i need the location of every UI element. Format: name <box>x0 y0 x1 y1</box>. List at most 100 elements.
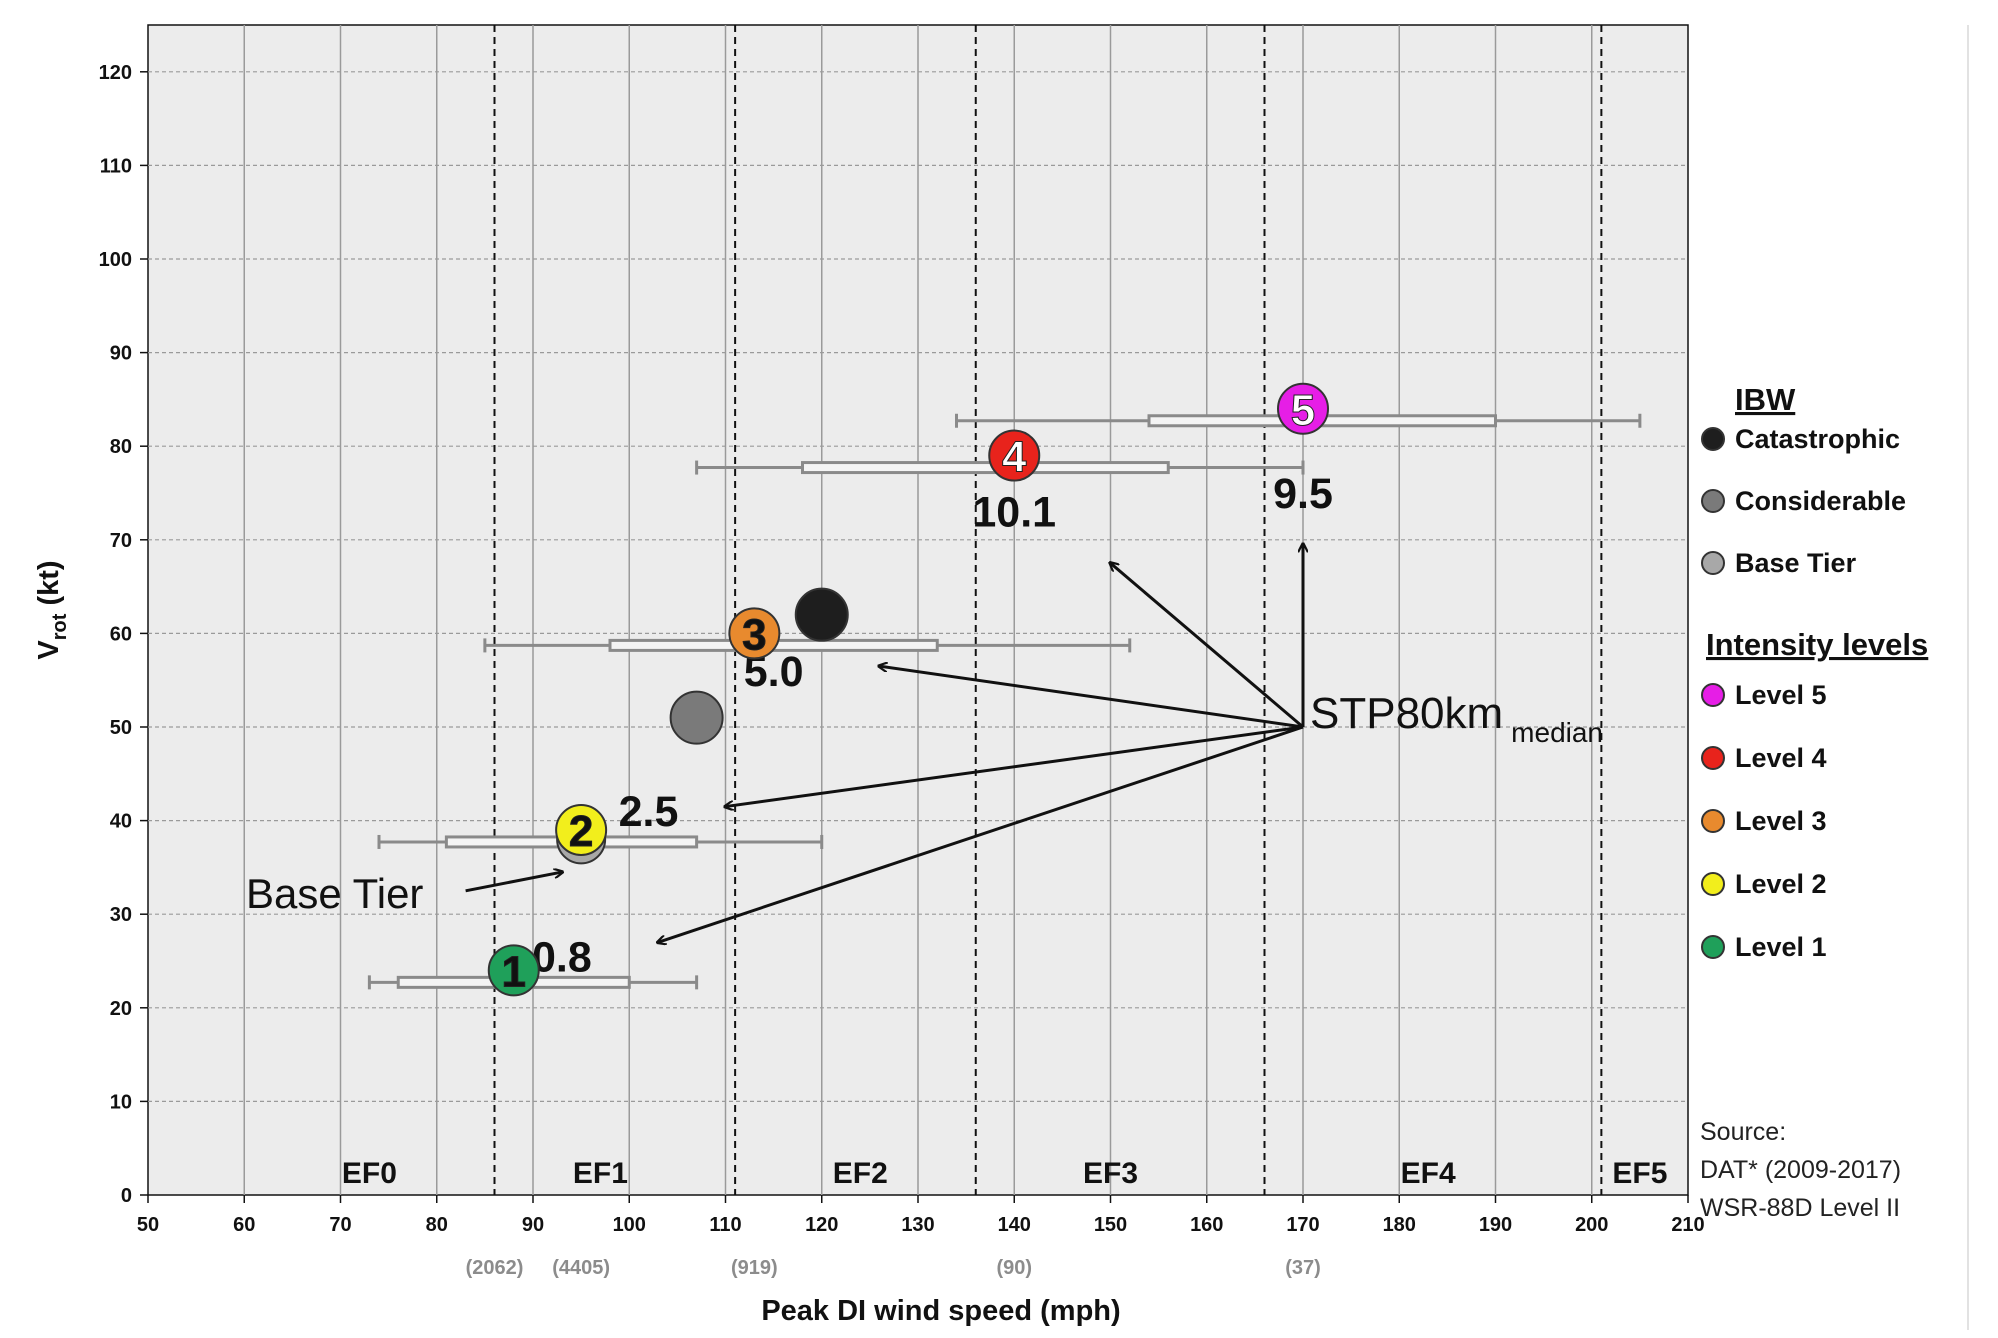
x-tick-label: 150 <box>1094 1214 1127 1236</box>
y-tick-label: 0 <box>121 1185 132 1207</box>
x-tick-label: 200 <box>1575 1214 1608 1236</box>
legend-ibw-marker <box>1701 427 1725 451</box>
legend-ibw-label: Considerable <box>1735 486 1906 516</box>
x-tick-label: 110 <box>709 1214 741 1236</box>
axis-ticks: 50 60 70 80 90 100 110 120 130 140 150 160 170 180 190… <box>99 62 1705 1236</box>
stp-arrows: 0.82.55.010.1 9.5 <box>465 470 1333 981</box>
source-line-1: Source: <box>1700 1118 1786 1146</box>
y-tick-label: 90 <box>110 343 132 365</box>
sample-size-label: (4405) <box>552 1257 610 1279</box>
intensity-level-number: 5 <box>1291 386 1315 435</box>
y-tick-label: 50 <box>110 717 132 739</box>
y-axis-label-sub: rot <box>49 613 71 640</box>
stp-value-label: 10.1 <box>972 489 1056 537</box>
sample-size-label: (919) <box>731 1257 778 1279</box>
y-tick-label: 110 <box>100 155 132 177</box>
y-axis-label-unit: (kt) <box>33 560 65 613</box>
sample-sizes: (2062) (4405) (919) (90) (37) <box>466 1257 1321 1279</box>
stp-arrow <box>1111 563 1304 729</box>
legend-level-marker <box>1701 872 1725 896</box>
y-tick-label: 70 <box>110 530 132 552</box>
iqr-box <box>801 461 1170 475</box>
ibw-point <box>794 587 849 642</box>
legend-level-marker <box>1701 935 1725 959</box>
y-tick-label: 100 <box>99 249 132 271</box>
stp-value-label: 2.5 <box>619 788 679 836</box>
y-tick-label: 30 <box>110 904 132 926</box>
data-points: 1 2 3 4 5 <box>487 382 1329 997</box>
legend: IBW Catastrophic Considerable Base Tier In… <box>1701 382 1928 962</box>
x-tick-label: 130 <box>901 1214 934 1236</box>
x-tick-label: 120 <box>805 1214 838 1236</box>
legend-ibw-marker <box>1701 489 1725 513</box>
stp-label: STP80km median <box>1310 689 1603 748</box>
ef-label: EF1 <box>573 1157 628 1190</box>
stp-value-label: 0.8 <box>532 933 592 981</box>
intensity-level-point <box>1277 382 1329 435</box>
x-tick-label: 160 <box>1190 1214 1223 1236</box>
stp-arrow <box>726 725 1304 807</box>
source-note: Source: DAT* (2009-2017) WSR-88D Level I… <box>1700 1118 1901 1222</box>
x-tick-label: 90 <box>522 1214 544 1236</box>
y-tick-label: 10 <box>110 1091 132 1113</box>
legend-ibw-items: Catastrophic Considerable Base Tier <box>1701 424 1906 578</box>
x-tick-label: 60 <box>233 1214 255 1236</box>
intensity-level-number: 1 <box>502 947 526 996</box>
intensity-level-number: 2 <box>569 807 593 856</box>
sample-size-label: (90) <box>996 1257 1032 1279</box>
source-line-2: DAT* (2009-2017) <box>1700 1156 1901 1184</box>
x-tick-label: 70 <box>329 1214 351 1236</box>
legend-levels-title: Intensity levels <box>1706 627 1928 662</box>
y-tick-label: 60 <box>110 623 132 645</box>
legend-ibw-marker <box>1701 551 1725 575</box>
intensity-level-number: 3 <box>742 610 766 659</box>
stp-arrow <box>658 725 1304 942</box>
ef-label: EF3 <box>1083 1157 1138 1190</box>
sample-size-label: (37) <box>1285 1257 1321 1279</box>
stp-label-sub: median <box>1511 717 1603 748</box>
x-axis-label: Peak DI wind speed (mph) <box>761 1295 1120 1327</box>
ef-label: EF0 <box>342 1157 397 1190</box>
x-tick-label: 80 <box>426 1214 448 1236</box>
ef-label: EF4 <box>1401 1157 1456 1190</box>
legend-level-label: Level 2 <box>1735 869 1827 899</box>
intensity-level-point <box>988 429 1041 482</box>
legend-ibw-title: IBW <box>1735 382 1796 417</box>
y-tick-label: 20 <box>110 998 132 1020</box>
base-tier-arrow <box>465 872 562 893</box>
y-axis-label: Vrot (kt) <box>33 560 71 659</box>
y-tick-label: 80 <box>110 436 132 458</box>
x-tick-label: 140 <box>998 1214 1031 1236</box>
legend-level-label: Level 1 <box>1735 932 1827 962</box>
grid <box>148 25 1688 1195</box>
legend-level-label: Level 5 <box>1735 680 1827 710</box>
ef-label: EF2 <box>833 1157 888 1190</box>
x-tick-label: 210 <box>1671 1214 1704 1236</box>
y-tick-label: 120 <box>99 62 132 84</box>
y-axis-label-main: V <box>33 640 65 660</box>
ef-labels: EF0 EF1 EF2 EF3 EF4 EF5 <box>342 1157 1668 1190</box>
x-tick-label: 180 <box>1383 1214 1416 1236</box>
x-tick-label: 100 <box>613 1214 646 1236</box>
y-tick-label: 40 <box>110 811 132 833</box>
intensity-level-point <box>487 944 540 997</box>
legend-level-marker <box>1701 746 1725 770</box>
sample-size-label: (2062) <box>466 1257 524 1279</box>
legend-ibw-label: Base Tier <box>1735 548 1857 578</box>
stp-value-label: 9.5 <box>1273 470 1333 518</box>
stp-label-main: STP80km <box>1310 689 1503 738</box>
x-tick-label: 190 <box>1479 1214 1512 1236</box>
source-line-3: WSR-88D Level II <box>1700 1194 1900 1222</box>
intensity-level-point <box>555 803 608 856</box>
ef-label: EF5 <box>1612 1157 1667 1190</box>
intensity-level-point <box>728 607 781 660</box>
legend-level-label: Level 4 <box>1735 743 1827 773</box>
intensity-level-number: 4 <box>1002 433 1027 482</box>
base-tier-label: Base Tier <box>246 870 423 917</box>
stp-arrow <box>880 666 1304 729</box>
legend-level-marker <box>1701 809 1725 833</box>
legend-level-label: Level 3 <box>1735 806 1827 836</box>
legend-level-items: Level 5 Level 4 Level 3 Level 2 Level 1 <box>1701 680 1827 962</box>
x-tick-label: 170 <box>1286 1214 1319 1236</box>
